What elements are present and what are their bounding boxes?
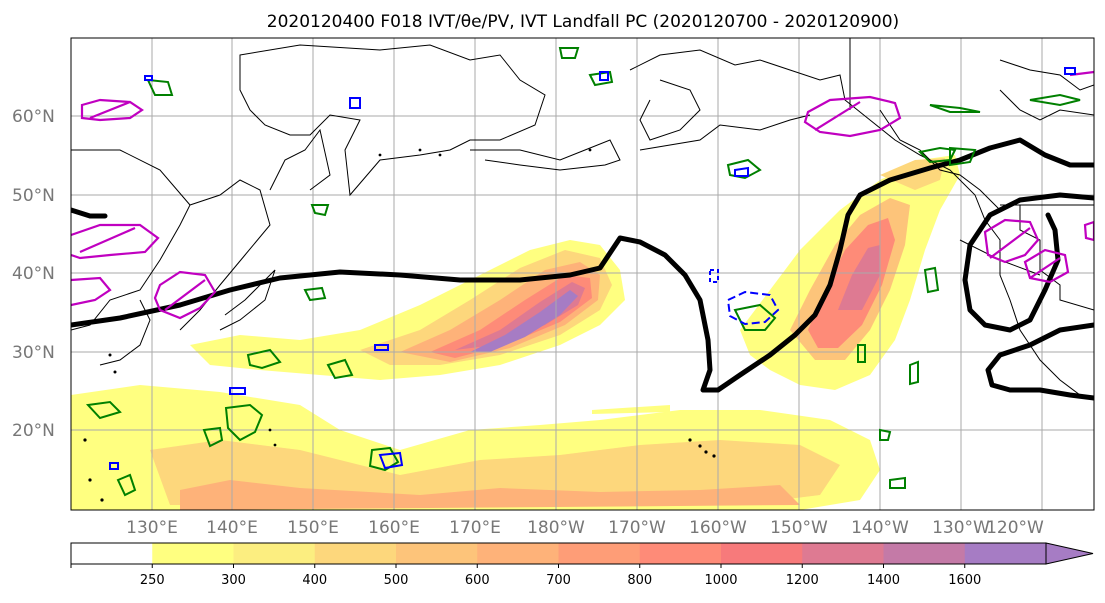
- colorbar-labels: 250 300 400 500 600 700 800 1000 1200 1400 1600: [140, 573, 981, 588]
- theta-e-contours: [71, 137, 1094, 401]
- map-frame: [70, 37, 1095, 511]
- lon-label: 170°W: [608, 518, 666, 538]
- lat-label-60n: 60°N: [12, 107, 55, 127]
- colorbar-extend-arrow: [1045, 542, 1094, 565]
- lon-label: 130°W: [932, 518, 990, 538]
- colorbar-swatch: [71, 543, 153, 564]
- lon-label: 180°W: [527, 518, 585, 538]
- lon-label: 160°E: [368, 518, 420, 538]
- colorbar-swatch: [721, 543, 803, 564]
- lon-label: 130°E: [126, 518, 178, 538]
- lon-label: 170°E: [449, 518, 501, 538]
- colorbar-swatch: [558, 543, 641, 564]
- lon-label: 140°E: [206, 518, 258, 538]
- colorbar-swatch: [639, 543, 722, 564]
- colorbar: 250 300 400 500 600 700 800 1000 1200 1400 1600: [70, 542, 1094, 588]
- lon-label: 120°W: [986, 518, 1044, 538]
- lon-label: 150°W: [770, 518, 828, 538]
- colorbar-tick-label: 1000: [704, 573, 737, 588]
- colorbar-tick-label: 700: [546, 573, 571, 588]
- colorbar-swatch: [314, 543, 397, 564]
- colorbar-swatches: [71, 543, 1047, 564]
- colorbar-tick-label: 250: [140, 573, 165, 588]
- colorbar-swatch: [477, 543, 559, 564]
- colorbar-swatch: [152, 543, 234, 564]
- lat-label-30n: 30°N: [12, 343, 55, 363]
- colorbar-tick-label: 1600: [948, 573, 981, 588]
- colorbar-tick-label: 500: [384, 573, 409, 588]
- colorbar-tick-label: 400: [302, 573, 327, 588]
- lon-label: 160°W: [689, 518, 747, 538]
- colorbar-swatch: [233, 543, 316, 564]
- colorbar-tick-label: 1200: [786, 573, 819, 588]
- map-panel: [70, 37, 1095, 511]
- colorbar-ticks: [70, 564, 966, 568]
- latitude-labels: 60°N 50°N 40°N 30°N 20°N: [12, 107, 55, 441]
- lat-label-20n: 20°N: [12, 421, 55, 441]
- blue-contours: [109, 67, 1076, 470]
- green-contours: [85, 47, 1081, 497]
- longitude-labels: 130°E 140°E 150°E 160°E 170°E 180°W 170°…: [126, 518, 1044, 538]
- pv-contours: [71, 70, 1094, 320]
- colorbar-swatch: [883, 543, 966, 564]
- colorbar-swatch: [396, 543, 478, 564]
- lon-label: 140°W: [851, 518, 909, 538]
- islands: [83, 148, 716, 502]
- lat-label-40n: 40°N: [12, 264, 55, 284]
- lon-label: 150°E: [287, 518, 339, 538]
- colorbar-tick-label: 800: [627, 573, 652, 588]
- colorbar-tick-label: 600: [465, 573, 490, 588]
- colorbar-swatch: [964, 543, 1047, 564]
- lat-label-50n: 50°N: [12, 186, 55, 206]
- map-title: 2020120400 F018 IVT/θe/PV, IVT Landfall …: [267, 12, 899, 32]
- colorbar-swatch: [802, 543, 884, 564]
- graticule: [71, 38, 1094, 510]
- colorbar-tick-label: 1400: [867, 573, 900, 588]
- colorbar-tick-label: 300: [221, 573, 246, 588]
